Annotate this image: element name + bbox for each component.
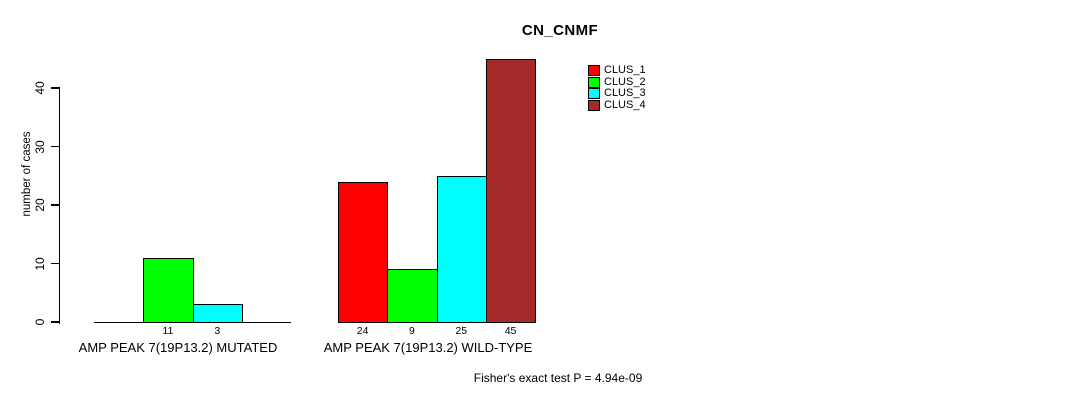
bar-clus_1 — [338, 181, 389, 323]
y-axis-tick — [51, 204, 60, 206]
legend-swatch-icon — [588, 88, 600, 100]
bar-count-label: 3 — [214, 325, 221, 337]
y-axis-tick — [51, 262, 60, 265]
bar-clus_3 — [192, 304, 243, 323]
bar-count-label: 45 — [504, 325, 517, 337]
y-axis-tick-label: 20 — [33, 198, 47, 212]
bar-clus_2 — [143, 257, 194, 323]
legend-item: CLUS_3 — [588, 88, 646, 100]
y-axis-tick-label: 40 — [33, 81, 47, 95]
legend: CLUS_1 CLUS_2 CLUS_3 CLUS_4 — [588, 65, 646, 112]
x-group-label: AMP PEAK 7(19P13.2) MUTATED — [78, 340, 278, 355]
y-axis-line — [58, 88, 60, 324]
legend-item-label: CLUS_3 — [604, 87, 646, 100]
bar-clus_3 — [436, 175, 487, 323]
bar-count-label: 24 — [356, 325, 369, 337]
bar-clus_2 — [387, 269, 438, 323]
y-axis-tick — [51, 87, 60, 89]
chart-title: CN_CNMF — [521, 22, 599, 39]
y-axis-tick — [51, 321, 60, 323]
bar-count-label: 11 — [162, 325, 174, 337]
legend-swatch-icon — [588, 76, 600, 88]
legend-item-label: CLUS_2 — [604, 75, 646, 88]
legend-item: CLUS_2 — [588, 75, 646, 89]
y-axis-tick-label: 10 — [33, 256, 47, 271]
legend-item: CLUS_4 — [588, 100, 646, 112]
bar-clus_4 — [485, 58, 537, 323]
legend-swatch-icon — [588, 65, 600, 77]
x-group-label: AMP PEAK 7(19P13.2) WILD-TYPE — [323, 340, 533, 355]
legend-item-label: CLUS_4 — [604, 99, 646, 112]
y-axis-tick-label: 30 — [33, 139, 47, 154]
fisher-test-annotation: Fisher's exact test P = 4.94e-09 — [473, 371, 643, 385]
y-axis-tick — [51, 145, 60, 148]
legend-item: CLUS_1 — [588, 65, 646, 77]
bar-count-label: 25 — [455, 325, 468, 337]
y-axis-tick-label: 0 — [33, 318, 47, 326]
bar-count-label: 9 — [409, 325, 415, 337]
legend-swatch-icon — [588, 100, 600, 112]
legend-item-label: CLUS_1 — [604, 64, 646, 77]
